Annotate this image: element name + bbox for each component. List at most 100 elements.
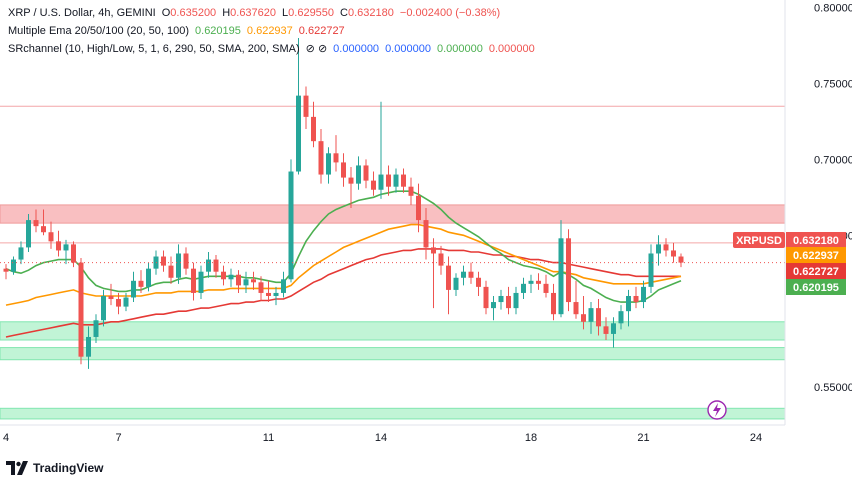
chart-legend: XRP / U.S. Dollar, 4h, GEMINI O0.635200 … xyxy=(8,4,535,58)
candle-body xyxy=(3,268,9,272)
price-tag-bg xyxy=(786,247,846,263)
sr-symbols: ⊘ ⊘ xyxy=(305,43,328,55)
candle-body xyxy=(48,232,54,242)
candle-body xyxy=(168,265,174,278)
ema-title: Multiple Ema 20/50/100 (20, 50, 100) xyxy=(8,25,190,37)
candle-body xyxy=(213,259,219,272)
event-marker-icon[interactable] xyxy=(707,400,727,420)
candle-body xyxy=(71,244,76,263)
candle-body xyxy=(266,292,271,296)
candle-body xyxy=(326,153,331,175)
high-value: 0.637620 xyxy=(230,7,277,19)
candle-body xyxy=(26,220,31,248)
low-label: L xyxy=(282,7,289,19)
open-label: O xyxy=(161,7,171,19)
candle-body xyxy=(431,247,436,254)
candle-body xyxy=(551,292,556,315)
price-tick-label: 0.800000 xyxy=(814,3,852,15)
candle-body xyxy=(123,297,129,307)
time-tick-label: 24 xyxy=(750,432,762,444)
sr-value-4: 0.000000 xyxy=(488,43,535,55)
price-tag-bg xyxy=(786,279,846,295)
sr-zone-green xyxy=(0,407,786,420)
candle-body xyxy=(573,302,579,315)
candle-body xyxy=(416,195,421,221)
candle-body xyxy=(93,320,99,337)
candle-body xyxy=(566,238,571,303)
tradingview-logo-icon xyxy=(6,461,28,475)
candle-body xyxy=(333,153,339,163)
symbol-tag-label: XRPUSD xyxy=(736,235,782,247)
symbol-legend-row: XRP / U.S. Dollar, 4h, GEMINI O0.635200 … xyxy=(8,4,535,22)
candle-body xyxy=(558,238,564,315)
close-label: C xyxy=(340,7,348,19)
candle-body xyxy=(483,286,489,309)
candle-body xyxy=(206,259,211,272)
candle-body xyxy=(453,277,459,290)
candle-body xyxy=(138,280,144,287)
sr-value-2: 0.000000 xyxy=(385,43,431,55)
candle-body xyxy=(656,244,661,254)
close-value: 0.632180 xyxy=(348,7,394,19)
candle-body xyxy=(521,283,526,293)
time-tick-label: 14 xyxy=(375,432,387,444)
price-tag-value: 0.622937 xyxy=(793,250,839,262)
lightning-icon xyxy=(713,403,721,417)
candle-body xyxy=(311,116,316,142)
candle-body xyxy=(618,311,624,324)
ema-price-tag: 0.620195 xyxy=(786,279,846,295)
ema20-value: 0.620195 xyxy=(195,25,241,37)
candle-body xyxy=(131,280,136,298)
time-tick-label: 21 xyxy=(637,432,649,444)
candle-body xyxy=(408,186,414,196)
candle-body xyxy=(611,323,616,334)
open-value: 0.635200 xyxy=(170,7,217,19)
candle-body xyxy=(378,174,384,190)
candle-body xyxy=(641,286,646,303)
ema100-value: 0.622727 xyxy=(298,25,345,37)
candle-body xyxy=(251,279,256,283)
candle-body xyxy=(678,256,684,263)
candle-body xyxy=(446,265,451,290)
candle-body xyxy=(78,262,84,357)
candle-body xyxy=(228,274,234,280)
candle-body xyxy=(476,277,481,287)
price-tag-bg xyxy=(786,263,846,279)
time-tick-label: 4 xyxy=(3,432,9,444)
candle-body xyxy=(461,271,466,278)
tradingview-brand[interactable]: TradingView xyxy=(6,461,103,475)
candle-body xyxy=(543,283,549,293)
price-tag-bg xyxy=(786,232,846,248)
candle-body xyxy=(18,247,24,260)
sr-zone-green xyxy=(0,347,786,361)
candle-body xyxy=(588,308,594,322)
candle-body xyxy=(41,226,46,233)
sr-zone-red xyxy=(0,204,786,224)
candle-body xyxy=(198,271,204,293)
change-value: −0.002400 (−0.38%) xyxy=(399,7,501,19)
candle-body xyxy=(648,253,654,287)
sr-zone-green xyxy=(0,321,786,341)
time-tick-label: 11 xyxy=(263,432,274,444)
candle-body xyxy=(596,308,601,327)
candle-body xyxy=(318,141,324,175)
sr-title: SRchannel (10, High/Low, 5, 1, 6, 290, 5… xyxy=(8,43,300,55)
candle-body xyxy=(243,279,249,286)
candle-body xyxy=(506,295,511,309)
candle-body xyxy=(288,171,294,280)
candle-body xyxy=(423,220,429,248)
candle-body xyxy=(671,250,676,257)
candle-body xyxy=(11,259,16,272)
candle-body xyxy=(236,274,241,286)
candle-body xyxy=(183,253,189,269)
candle-body xyxy=(221,271,226,280)
candle-body xyxy=(101,295,106,321)
ema-price-tag: 0.622727 xyxy=(786,263,846,279)
sr-legend-row: SRchannel (10, High/Low, 5, 1, 6, 290, 5… xyxy=(8,40,535,58)
candle-body xyxy=(603,326,609,334)
